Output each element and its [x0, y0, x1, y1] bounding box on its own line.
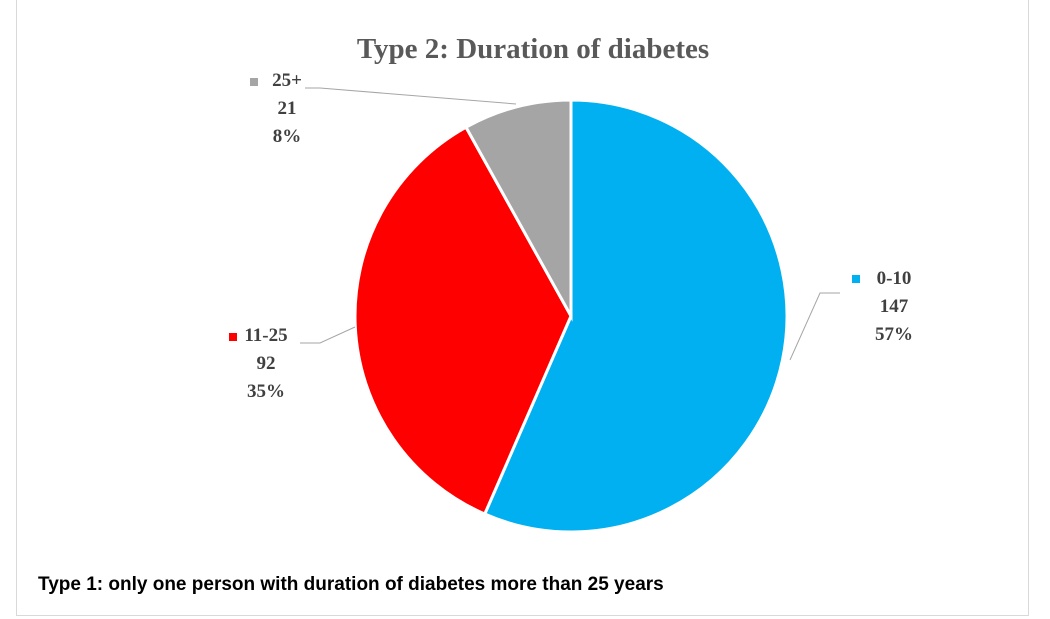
leader-line — [300, 326, 356, 344]
data-label-percent: 8% — [273, 126, 302, 147]
data-label-value: 21 — [278, 98, 297, 119]
data-label-value: 147 — [880, 296, 909, 317]
data-label-percent: 57% — [875, 324, 913, 345]
data-label-category: 0-10 — [877, 268, 912, 289]
data-labels: 0-10 147 57% 11-25 92 35% 25+ 21 8% — [229, 70, 913, 402]
pie-slice-25 — [463, 98, 573, 322]
pie-slices — [353, 98, 789, 534]
leader-line — [789, 292, 840, 361]
data-label-category: 25+ — [272, 70, 302, 91]
legend-key — [852, 275, 860, 283]
leader-lines — [300, 87, 840, 361]
data-label-category: 11-25 — [244, 325, 287, 346]
pie-slice-11-25 — [353, 125, 573, 517]
leader-line — [305, 87, 517, 105]
chart-title: Type 2: Duration of diabetes — [357, 33, 709, 65]
legend-key — [250, 78, 258, 86]
footnote: Type 1: only one person with duration of… — [38, 574, 664, 595]
data-label-percent: 35% — [247, 381, 285, 402]
data-label-value: 92 — [257, 353, 276, 374]
legend-key — [229, 333, 237, 341]
pie-slice-0-10 — [482, 98, 789, 534]
